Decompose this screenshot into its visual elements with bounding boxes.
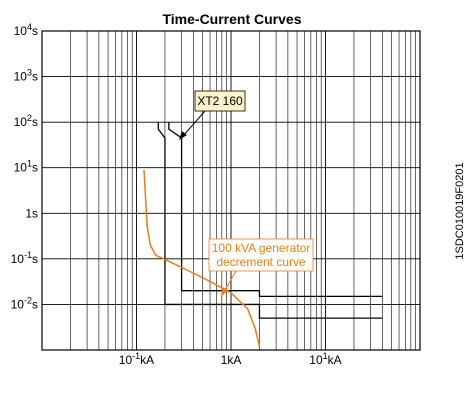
generator-decrement-curve	[143, 169, 261, 347]
xt2-callout-arrowhead	[179, 131, 187, 140]
y-tick-label: 102s	[14, 113, 38, 129]
y-tick-label: 104s	[14, 22, 38, 38]
generator-callout: 100 kVA generator decrement curve	[208, 238, 314, 297]
y-tick-label: 101s	[14, 159, 38, 175]
figure-code: 1SDC010019F0201	[454, 162, 466, 259]
y-tick-label: 1s	[25, 206, 38, 220]
x-tick-label: 1kA	[221, 353, 242, 367]
generator-callout-line-1: 100 kVA generator	[212, 241, 311, 255]
xt2-callout-leader	[182, 110, 206, 137]
x-tick-labels: 10-1kA 1kA 101kA	[119, 351, 342, 367]
xt2-curve-2	[168, 122, 383, 298]
x-tick-label: 101kA	[309, 351, 341, 367]
generator-callout-arrowhead	[221, 287, 228, 297]
series-group	[143, 122, 383, 347]
y-tick-label: 10-1s	[11, 250, 38, 266]
y-tick-label: 103s	[14, 68, 38, 84]
xt2-callout: XT2 160	[179, 90, 246, 140]
chart-title: Time-Current Curves	[162, 11, 301, 27]
generator-callout-leader	[223, 270, 237, 293]
y-tick-label: 10-2s	[11, 295, 38, 311]
generator-callout-line-2: decrement curve	[216, 255, 306, 269]
xt2-callout-box	[194, 90, 246, 112]
y-tick-labels: 104s 103s 102s 101s 1s 10-1s 10-2s	[11, 22, 38, 311]
xt2-callout-label: XT2 160	[197, 94, 243, 108]
xt2-curve-1	[157, 122, 383, 319]
x-tick-label: 10-1kA	[119, 351, 154, 367]
grid	[42, 31, 420, 350]
generator-callout-box	[208, 238, 314, 272]
plot-frame	[41, 30, 421, 351]
